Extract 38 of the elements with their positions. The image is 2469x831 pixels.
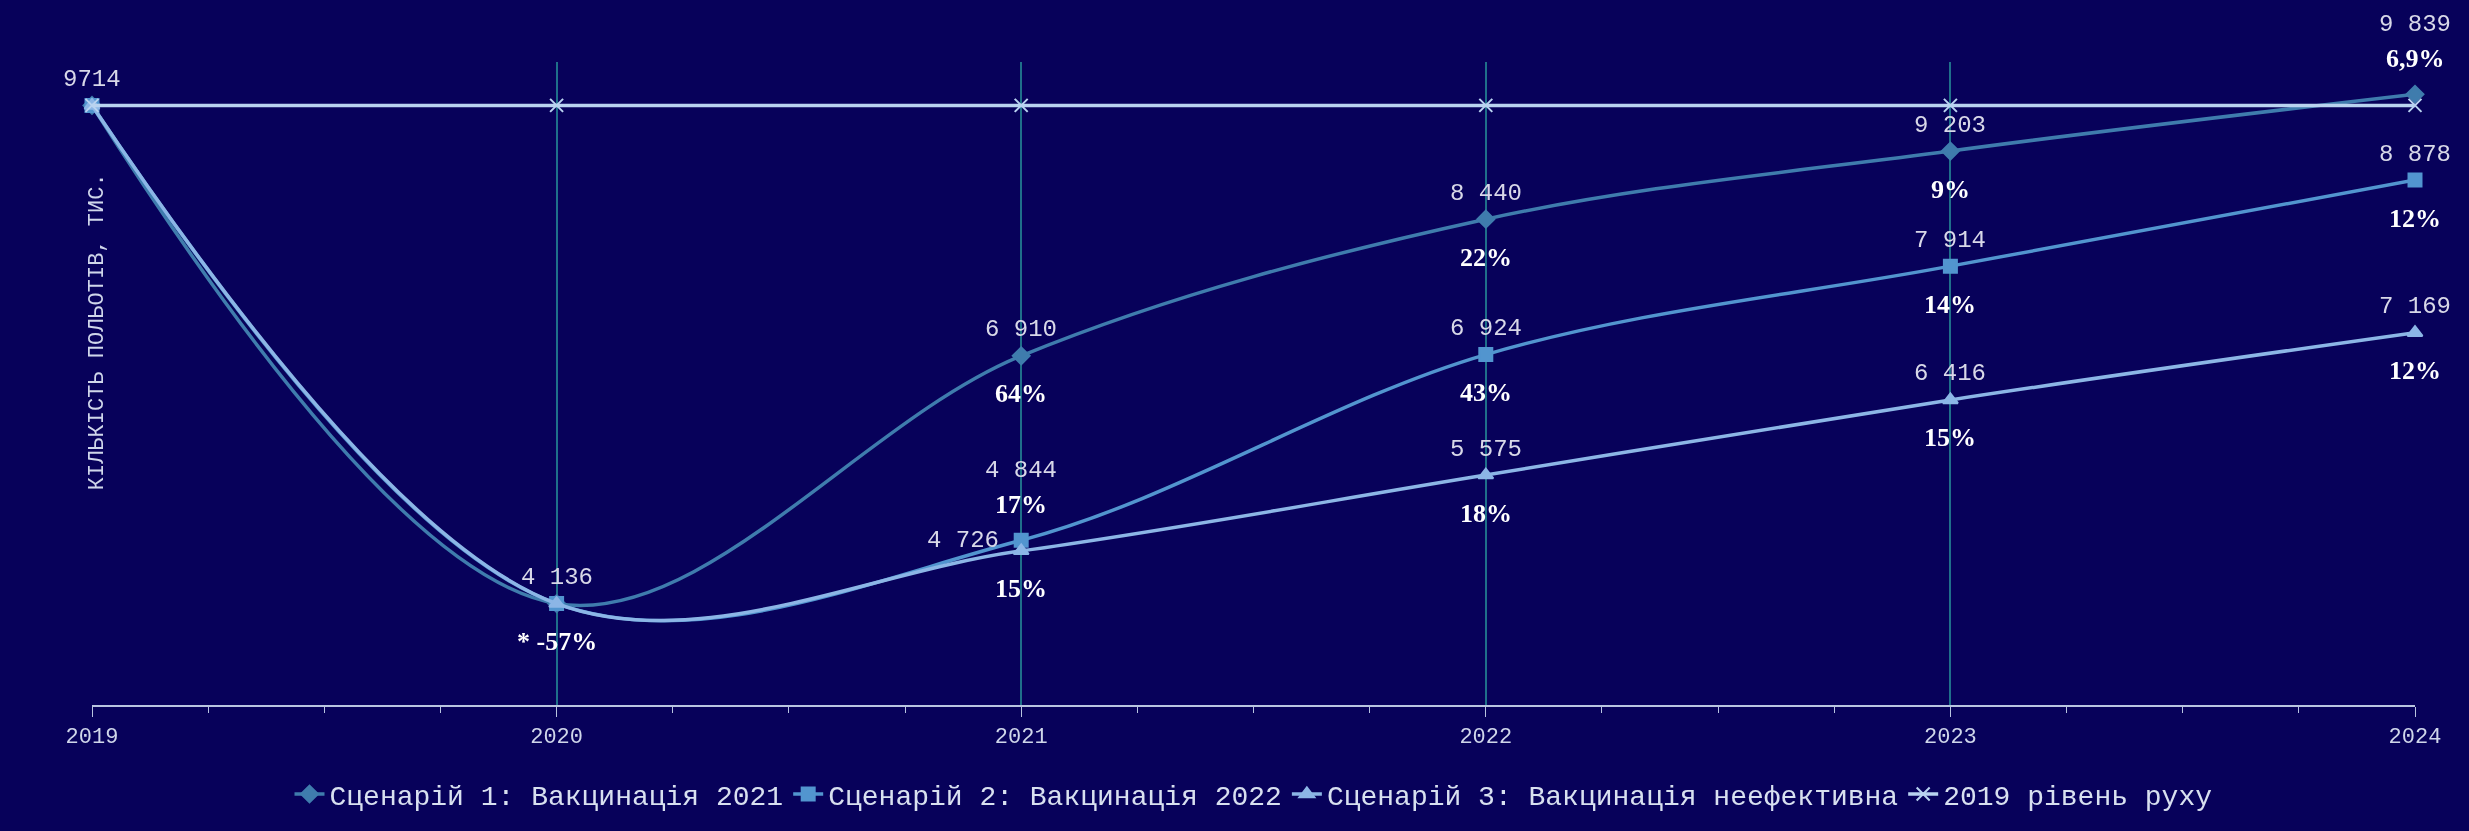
annotation: 15% — [995, 574, 1047, 603]
data-label: 8 440 — [1450, 180, 1523, 207]
data-label: 4 844 — [985, 457, 1058, 484]
annotation: 18% — [1460, 499, 1512, 528]
data-label: 7 914 — [1914, 227, 1987, 254]
annotation: * -57% — [517, 627, 598, 656]
data-label: 4 136 — [521, 564, 594, 591]
data-label: 9 203 — [1914, 112, 1987, 139]
annotation: 64% — [995, 379, 1047, 408]
x-tick-label: 2022 — [1459, 725, 1513, 751]
x-tick-label: 2021 — [994, 725, 1048, 751]
legend-label: Сценарій 2: Вакцинація 2022 — [828, 781, 1282, 813]
x-tick-label: 2023 — [1923, 725, 1977, 751]
data-label: 4 726 — [927, 527, 1000, 554]
annotation: 12% — [2389, 204, 2441, 233]
legend-label: 2019 рівень руху — [1943, 781, 2213, 813]
legend-label: Сценарій 1: Вакцинація 2021 — [329, 781, 784, 813]
x-tick-label: 2020 — [530, 725, 584, 751]
data-label: 6 910 — [985, 316, 1058, 343]
data-label: 8 878 — [2379, 141, 2452, 168]
data-label: 6 924 — [1450, 315, 1523, 342]
data-label: 9714 — [63, 66, 121, 93]
annotation: 17% — [995, 490, 1047, 519]
x-tick-label: 2024 — [2388, 725, 2442, 751]
x-tick-label: 2019 — [65, 725, 119, 751]
data-label: 9 839 — [2379, 11, 2452, 38]
legend-label: Сценарій 3: Вакцинація неефективна — [1326, 781, 1899, 813]
annotation: 14% — [1924, 290, 1976, 319]
annotation: 15% — [1924, 423, 1976, 452]
annotation: 9% — [1931, 175, 1970, 204]
data-label: 6 416 — [1914, 360, 1987, 387]
annotation: 43% — [1460, 378, 1512, 407]
annotation: 22% — [1460, 243, 1512, 272]
annotation: 6,9% — [2386, 44, 2445, 73]
data-label: 5 575 — [1450, 436, 1523, 463]
annotation: 12% — [2389, 356, 2441, 385]
data-label: 7 169 — [2379, 293, 2452, 320]
y-axis-title: КІЛЬКІСТЬ ПОЛЬОТІВ, ТИС. — [85, 173, 111, 491]
